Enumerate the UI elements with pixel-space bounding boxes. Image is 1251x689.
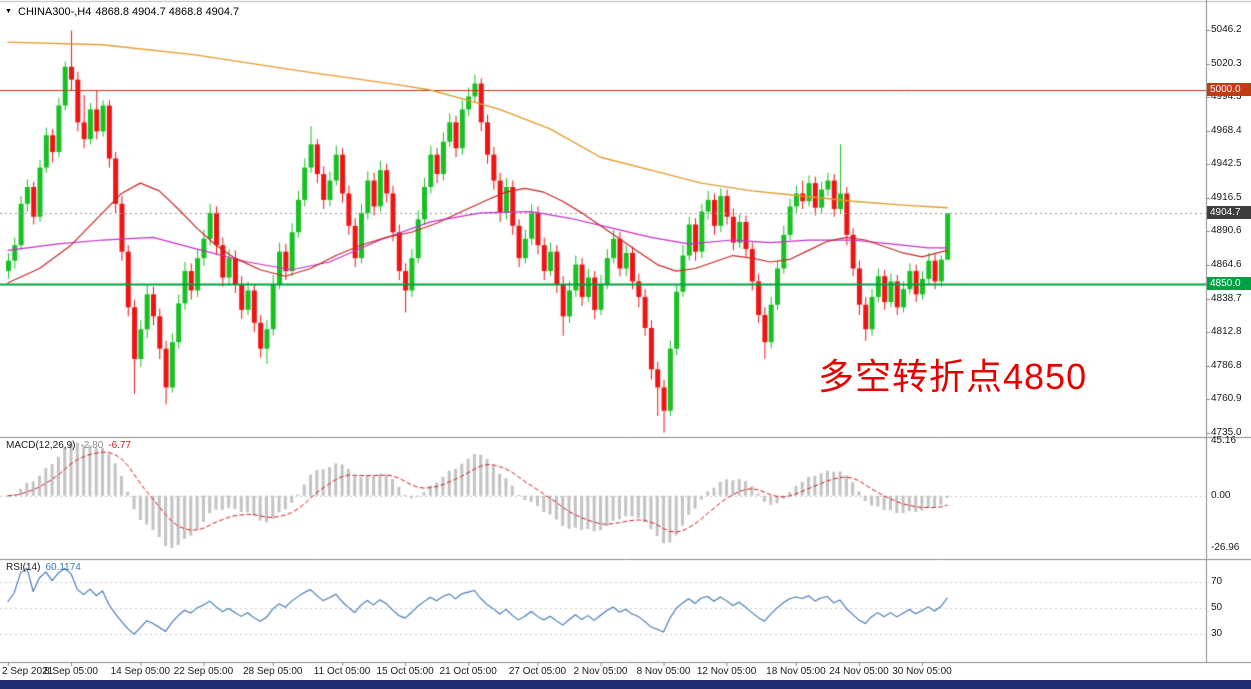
macd-scale-bottom: -26.96 — [1211, 542, 1240, 553]
price-axis-label: 4890.6 — [1211, 225, 1242, 237]
price-axis-label: 4864.6 — [1211, 259, 1242, 271]
time-axis-label: 18 Nov 05:00 — [766, 666, 826, 677]
time-axis-label: 28 Sep 05:00 — [242, 666, 303, 677]
time-axis-label: 2 Sep 2021 — [2, 666, 54, 677]
price-axis-label: 4786.8 — [1211, 359, 1242, 371]
price-axis-label: 4735.0 — [1211, 426, 1242, 438]
time-axis-label: 24 Nov 05:00 — [829, 666, 889, 677]
price-tag: 4850.0 — [1207, 277, 1251, 290]
ohlc-values: 4868.8 4904.7 4868.8 4904.7 — [95, 6, 240, 18]
time-axis-label: 22 Sep 05:00 — [173, 666, 234, 677]
macd-scale-zero: 0.00 — [1211, 489, 1231, 501]
macd-indicator-label: MACD(12,26,9) -2.80 -6.77 — [6, 440, 131, 451]
rsi-value: 60.1174 — [45, 562, 81, 573]
macd-signal-value: -6.77 — [108, 440, 132, 451]
time-axis-label: 30 Nov 05:00 — [892, 666, 952, 677]
rsi-name: RSI(14) — [6, 562, 41, 573]
price-axis-label: 4760.9 — [1211, 393, 1242, 405]
rsi-scale-label: 70 — [1211, 576, 1223, 587]
price-axis-label: 4812.8 — [1211, 326, 1242, 338]
price-axis-label: 4838.7 — [1211, 292, 1242, 304]
rsi-indicator-label: RSI(14) 60.1174 — [6, 562, 81, 573]
rsi-scale-label: 30 — [1211, 628, 1223, 639]
time-axis-label: 2 Nov 05:00 — [573, 666, 628, 677]
price-tag: 5000.0 — [1207, 83, 1251, 96]
time-axis-label: 8 Sep 05:00 — [44, 666, 98, 677]
time-axis-label: 8 Nov 05:00 — [636, 666, 691, 677]
price-axis-label: 4916.5 — [1211, 191, 1242, 203]
time-axis-label: 15 Oct 05:00 — [376, 666, 434, 677]
price-axis-label: 4968.4 — [1211, 124, 1242, 136]
time-axis-label: 14 Sep 05:00 — [110, 666, 171, 677]
macd-name: MACD(12,26,9) — [6, 440, 76, 451]
chart-marker-triangle-icon: ▼ — [5, 8, 12, 15]
price-axis-label: 5046.2 — [1211, 24, 1242, 36]
time-axis-label: 27 Oct 05:00 — [508, 666, 567, 677]
price-axis-label: 5020.3 — [1211, 57, 1242, 69]
rsi-scale-label: 50 — [1211, 602, 1223, 613]
price-axis-label: 4942.5 — [1211, 158, 1242, 170]
time-axis-label: 12 Nov 05:00 — [696, 666, 757, 677]
symbol-timeframe-label: CHINA300-,H4 — [18, 6, 92, 18]
price-axis-label: 4994.3 — [1211, 91, 1242, 103]
macd-main-value: -2.80 — [80, 440, 104, 451]
time-axis-label: 11 Oct 05:00 — [313, 666, 371, 677]
chart-title: CHINA300-,H4 4868.8 4904.7 4868.8 4904.7 — [18, 6, 239, 18]
annotation-text: 多空转折点4850 — [818, 356, 1088, 397]
price-tag: 4904.7 — [1207, 206, 1251, 220]
time-axis-label: 21 Oct 05:00 — [439, 666, 497, 677]
macd-scale-top: 45.16 — [1211, 435, 1237, 446]
window-bottom-bar — [0, 680, 1251, 689]
